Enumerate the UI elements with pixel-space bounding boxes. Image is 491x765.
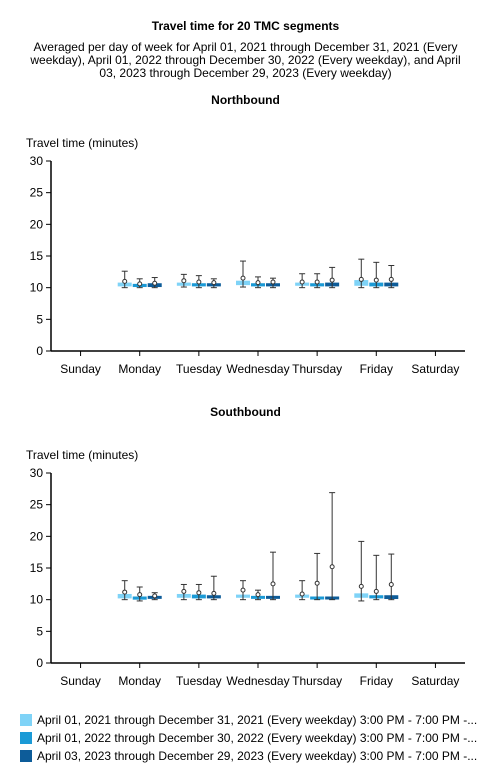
southbound-chart: Southbound Travel time (minutes) 0 5 10 15 20 2…	[0, 402, 491, 694]
legend-label: April 01, 2022 through December 30, 2022…	[37, 731, 477, 745]
mean-point	[330, 278, 334, 282]
mean-point	[359, 277, 363, 281]
mean-point	[197, 591, 201, 595]
y-tick-label: 0	[36, 656, 43, 670]
legend-swatch	[20, 714, 32, 726]
legend-swatch	[20, 750, 32, 762]
y-tick-label: 30	[30, 154, 44, 168]
chart-title: Travel time for 20 TMC segments	[0, 19, 491, 33]
mean-point	[389, 277, 393, 281]
x-tick-label: Thursday	[292, 362, 342, 376]
x-tick-label: Saturday	[411, 362, 459, 376]
legend-item[interactable]: April 03, 2023 through December 29, 2023…	[20, 747, 477, 765]
mean-point	[271, 280, 275, 284]
mean-point	[212, 281, 216, 285]
mean-point	[315, 280, 319, 284]
y-tick-label: 15	[30, 561, 44, 575]
y-tick-label: 25	[30, 498, 44, 512]
x-tick-label: Wednesday	[226, 362, 289, 376]
mean-point	[271, 582, 275, 586]
y-tick-label: 10	[30, 593, 44, 607]
x-tick-label: Tuesday	[176, 674, 222, 688]
x-tick-label: Saturday	[411, 674, 459, 688]
mean-point	[359, 584, 363, 588]
y-tick-label: 20	[30, 529, 44, 543]
legend-label: April 03, 2023 through December 29, 2023…	[37, 749, 477, 763]
mean-point	[153, 281, 157, 285]
chart-subtitle: Averaged per day of week for April 01, 2…	[22, 41, 469, 80]
y-axis-label: Travel time (minutes)	[26, 448, 138, 462]
mean-point	[300, 592, 304, 596]
subplot-title: Southbound	[210, 405, 281, 419]
mean-point	[138, 282, 142, 286]
x-tick-label: Wednesday	[226, 674, 289, 688]
y-tick-label: 10	[30, 281, 44, 295]
y-tick-label: 0	[36, 344, 43, 358]
mean-point	[256, 281, 260, 285]
mean-point	[138, 593, 142, 597]
mean-point	[212, 591, 216, 595]
y-tick-label: 20	[30, 217, 44, 231]
mean-point	[256, 593, 260, 597]
mean-point	[123, 590, 127, 594]
legend-item[interactable]: April 01, 2021 through December 31, 2021…	[20, 711, 477, 729]
northbound-chart: Northbound Travel time (minutes) 0 5 10 15 20 2…	[0, 90, 491, 382]
y-tick-label: 5	[36, 624, 43, 638]
legend-item[interactable]: April 01, 2022 through December 30, 2022…	[20, 729, 477, 747]
x-tick-label: Sunday	[60, 362, 101, 376]
y-tick-label: 15	[30, 249, 44, 263]
mean-point	[182, 279, 186, 283]
y-tick-label: 25	[30, 186, 44, 200]
subplot-title: Northbound	[211, 93, 280, 107]
legend-swatch	[20, 732, 32, 744]
x-tick-label: Monday	[118, 362, 161, 376]
mean-point	[330, 565, 334, 569]
mean-point	[241, 276, 245, 280]
mean-point	[241, 588, 245, 592]
legend-label: April 01, 2021 through December 31, 2021…	[37, 713, 477, 727]
x-tick-label: Friday	[360, 362, 393, 376]
mean-point	[182, 589, 186, 593]
x-tick-label: Monday	[118, 674, 161, 688]
mean-point	[153, 594, 157, 598]
mean-point	[123, 279, 127, 283]
y-axis-label: Travel time (minutes)	[26, 136, 138, 150]
x-tick-label: Sunday	[60, 674, 101, 688]
mean-point	[374, 589, 378, 593]
mean-point	[315, 581, 319, 585]
x-tick-label: Tuesday	[176, 362, 222, 376]
mean-point	[374, 278, 378, 282]
mean-point	[300, 280, 304, 284]
x-tick-label: Thursday	[292, 674, 342, 688]
x-tick-label: Friday	[360, 674, 393, 688]
y-tick-label: 30	[30, 466, 44, 480]
legend: April 01, 2021 through December 31, 2021…	[20, 711, 477, 765]
mean-point	[389, 582, 393, 586]
mean-point	[197, 280, 201, 284]
y-tick-label: 5	[36, 312, 43, 326]
